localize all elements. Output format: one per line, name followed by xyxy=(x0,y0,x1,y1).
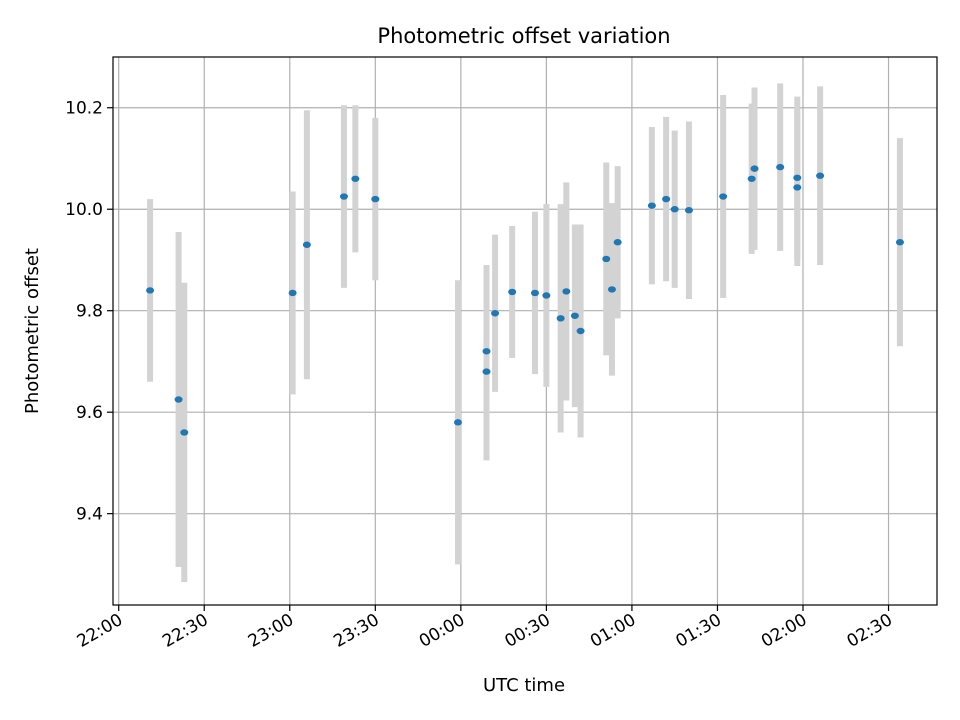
data-point xyxy=(570,312,579,319)
y-axis-ticks: 9.4 9.6 9.8 10.0 10.2 xyxy=(65,99,113,525)
data-point xyxy=(180,429,189,436)
data-point xyxy=(302,241,311,248)
grid xyxy=(113,57,937,605)
data-point xyxy=(662,195,671,203)
chart-title: Photometric offset variation xyxy=(377,24,670,48)
data-point xyxy=(288,289,297,297)
data-point xyxy=(607,286,616,293)
y-tick-label: 9.4 xyxy=(76,505,103,525)
y-tick-label: 9.6 xyxy=(76,403,103,423)
data-point xyxy=(482,348,491,355)
plot-frame xyxy=(112,56,938,606)
data-point xyxy=(647,202,656,209)
y-tick-label: 9.8 xyxy=(76,302,103,322)
data-point xyxy=(793,174,802,181)
data-point xyxy=(491,310,500,317)
data-point xyxy=(542,292,551,299)
data-point xyxy=(684,207,693,214)
data-point xyxy=(776,163,785,171)
y-tick-label: 10.2 xyxy=(65,99,103,119)
data-point xyxy=(602,255,611,263)
data-point xyxy=(174,396,183,403)
data-point xyxy=(562,288,571,295)
data-point xyxy=(482,368,491,375)
data-point xyxy=(530,289,539,297)
data-points xyxy=(146,163,904,436)
data-point xyxy=(576,327,585,335)
data-point xyxy=(146,287,155,294)
data-point xyxy=(351,175,360,182)
data-point xyxy=(747,175,756,182)
data-point xyxy=(339,193,348,200)
data-point xyxy=(750,165,759,172)
data-point xyxy=(556,315,565,322)
data-point xyxy=(719,193,728,200)
data-point xyxy=(895,239,904,246)
data-point xyxy=(508,288,517,296)
x-axis-label: UTC time xyxy=(483,675,565,696)
y-tick-label: 10.0 xyxy=(65,200,103,220)
y-axis-label: Photometric offset xyxy=(22,248,43,414)
data-point xyxy=(793,184,802,191)
data-point xyxy=(670,206,679,213)
data-point xyxy=(613,239,622,246)
data-point xyxy=(816,172,825,179)
data-point xyxy=(371,195,380,203)
data-point xyxy=(453,419,462,426)
